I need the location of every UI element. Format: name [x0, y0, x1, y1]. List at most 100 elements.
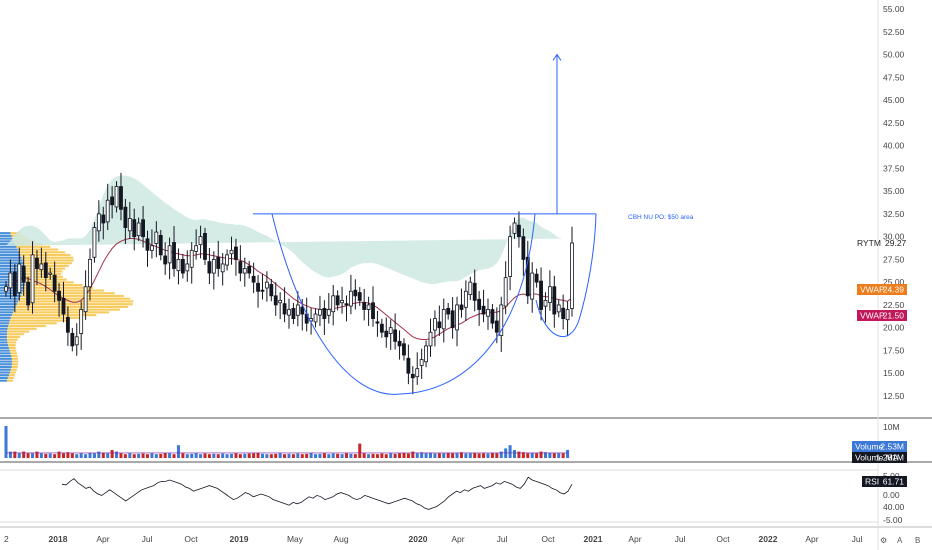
volume-bar [420, 452, 424, 458]
candle-body [114, 186, 119, 208]
volume-bar [212, 453, 216, 458]
volume-bar [265, 454, 269, 458]
candle-body [490, 309, 495, 324]
profile-bar-down [11, 365, 18, 369]
candle-body [437, 321, 442, 329]
volume-bar [141, 453, 145, 458]
profile-bar-up [0, 365, 12, 369]
candle-body [512, 222, 517, 234]
candle-body [362, 302, 367, 310]
candle-body [8, 272, 13, 289]
profile-bar-up [0, 240, 14, 243]
volume-bar [380, 453, 384, 458]
volume-bar [101, 452, 105, 458]
profile-bar-down [14, 308, 121, 311]
profile-bar-down [18, 300, 134, 303]
candle-body [282, 303, 287, 315]
candle-body [481, 305, 486, 315]
drawings[interactable] [253, 53, 597, 395]
candle-body [530, 272, 535, 300]
rsi-tick-label: -5.00 [883, 515, 903, 525]
candle-body [30, 254, 35, 304]
rsi-tick-label: 0.00 [883, 490, 900, 500]
band-fill [6, 175, 564, 284]
volume-bar [535, 453, 539, 458]
volume-bar [8, 451, 12, 458]
volume-bar [110, 450, 114, 458]
profile-bar-up [0, 248, 18, 251]
profile-bar-down [10, 352, 17, 355]
profile-bar-up [0, 262, 24, 265]
candle-body [251, 275, 256, 283]
candle-body [455, 304, 459, 331]
price-tick-label: 27.50 [883, 254, 905, 264]
volume-bar [557, 453, 561, 458]
profile-bar-down [6, 335, 21, 339]
price-tick-label: 50.00 [883, 50, 905, 60]
profile-bar-down [21, 256, 74, 259]
volume-bar [402, 452, 406, 458]
volume-bar [318, 453, 322, 458]
candle-body [552, 286, 557, 315]
volume-bar [371, 453, 375, 458]
candle-body [419, 359, 424, 366]
profile-bar-down [7, 327, 37, 330]
price-tick-label: 55.00 [883, 4, 905, 14]
price-tick-label: 35.00 [883, 186, 905, 196]
profile-bar-up [0, 267, 26, 270]
volume-bar [194, 453, 198, 458]
volume-bar [349, 453, 353, 458]
candle-body [185, 263, 190, 272]
candle-body [441, 309, 446, 330]
candle-body [459, 304, 464, 310]
profile-bar-up [0, 253, 21, 257]
volume-bar [137, 453, 141, 458]
profile-bar-up [0, 303, 17, 306]
profile-bar-down [8, 346, 16, 349]
volume-bar [424, 453, 428, 458]
price-tick-label: 45.00 [883, 95, 905, 105]
candle-body [229, 249, 234, 255]
volume-bar [362, 453, 366, 458]
volume-bar [561, 453, 565, 458]
volume-bar [566, 449, 570, 458]
profile-bar-down [9, 371, 16, 374]
volume-bar [17, 453, 21, 458]
profile-bar-up [0, 305, 16, 308]
volume-bar [305, 453, 309, 458]
volume-bar [552, 453, 556, 458]
candle-body [366, 304, 371, 310]
vwap-tag-value: 24.39 [883, 285, 905, 295]
volume-bar [411, 451, 415, 458]
candle-body [105, 199, 110, 223]
volume-bar [119, 453, 123, 458]
auto-scale-button: A [897, 536, 903, 545]
candle-body [371, 302, 375, 320]
profile-bar-down [19, 297, 131, 300]
rsi-pane [0, 469, 878, 523]
volume-bar [172, 454, 176, 458]
log-scale-button: B [915, 536, 920, 545]
time-axis[interactable]: 2 2018 Apr Jul Oct 2019 May Aug 2020 Apr Jul Oct 202… [4, 534, 920, 545]
candle-body [521, 236, 526, 260]
candle-body [136, 222, 141, 236]
candle-body [446, 308, 451, 315]
volume-bar [247, 453, 251, 458]
price-axis[interactable]: 55.00 52.50 50.00 47.50 45.00 42.50 40.00 37.50… [883, 4, 905, 525]
candle-body [348, 290, 353, 307]
candle-body [172, 242, 176, 269]
candle-body [260, 289, 265, 292]
volume-bar [309, 452, 313, 458]
candle-body [110, 196, 115, 206]
volume-bar [150, 453, 154, 458]
volume-bar [287, 453, 291, 458]
candle-body [273, 295, 278, 306]
volume-bar [375, 454, 379, 458]
price-tick-label: 25.00 [883, 277, 905, 287]
price-candles [4, 172, 574, 395]
candle-body [203, 232, 207, 260]
profile-bar-up [0, 243, 16, 246]
candle-body [180, 259, 185, 274]
volume-bar [508, 445, 512, 458]
